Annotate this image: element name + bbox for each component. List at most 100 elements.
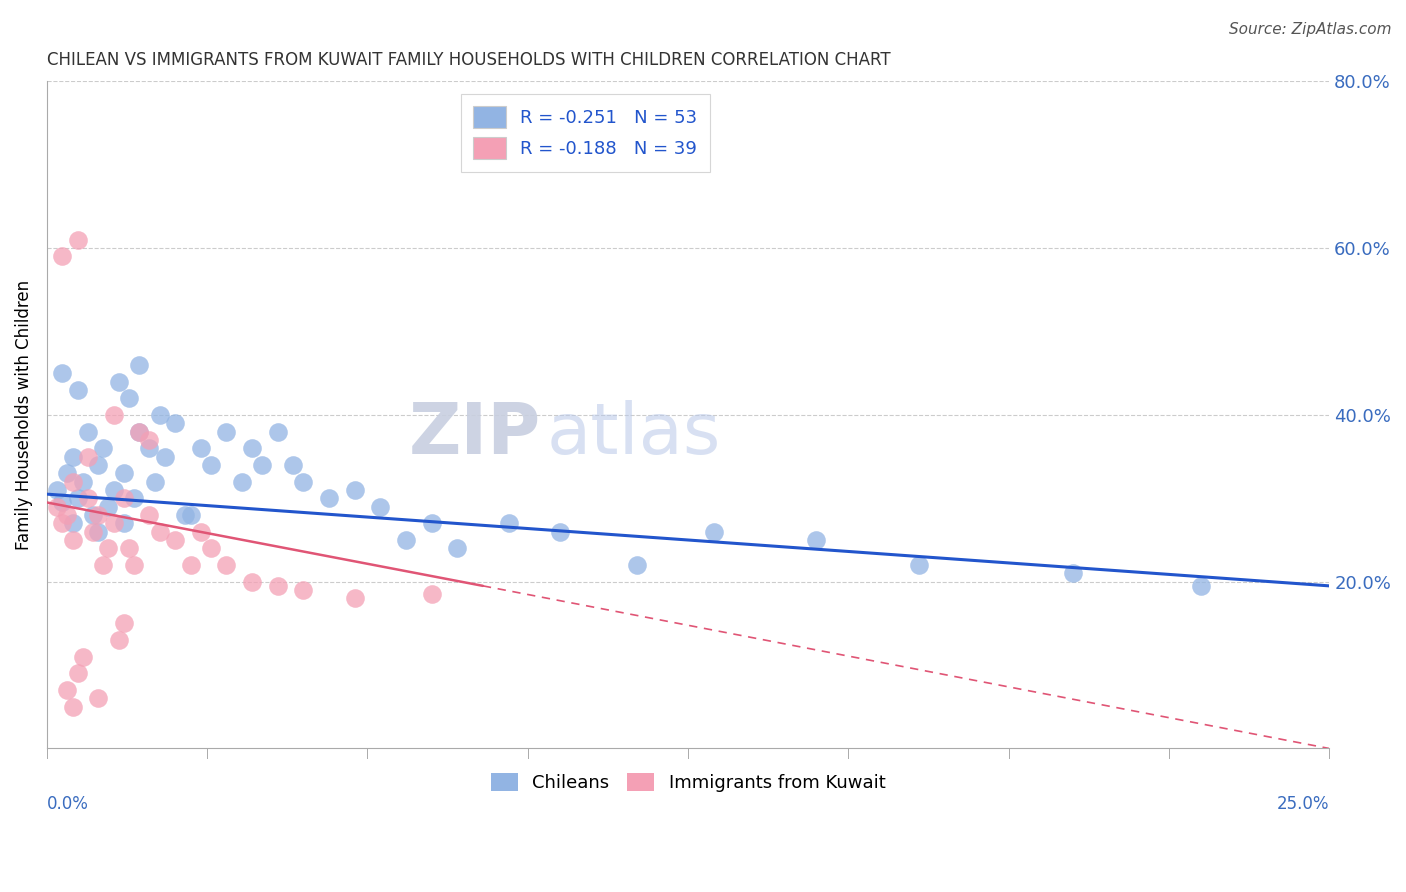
Point xyxy=(498,516,520,531)
Point xyxy=(51,495,73,509)
Point xyxy=(77,450,100,464)
Point xyxy=(56,508,79,522)
Point xyxy=(91,442,114,456)
Point xyxy=(200,458,222,472)
Point xyxy=(343,591,366,606)
Point xyxy=(420,587,443,601)
Point xyxy=(200,541,222,556)
Point xyxy=(806,533,828,547)
Point xyxy=(82,524,104,539)
Point xyxy=(66,666,89,681)
Point xyxy=(149,408,172,422)
Point xyxy=(118,391,141,405)
Point xyxy=(292,582,315,597)
Point xyxy=(626,558,648,572)
Point xyxy=(128,425,150,439)
Point xyxy=(138,433,160,447)
Point xyxy=(112,467,135,481)
Point xyxy=(128,425,150,439)
Point xyxy=(107,633,129,648)
Y-axis label: Family Households with Children: Family Households with Children xyxy=(15,280,32,550)
Point xyxy=(343,483,366,497)
Point xyxy=(103,516,125,531)
Point xyxy=(908,558,931,572)
Point xyxy=(66,383,89,397)
Point xyxy=(112,516,135,531)
Point xyxy=(112,616,135,631)
Point xyxy=(87,508,110,522)
Point xyxy=(180,508,202,522)
Point xyxy=(281,458,304,472)
Point xyxy=(190,524,212,539)
Point xyxy=(56,683,79,698)
Point xyxy=(112,491,135,506)
Point xyxy=(215,425,238,439)
Point xyxy=(87,691,110,706)
Text: Source: ZipAtlas.com: Source: ZipAtlas.com xyxy=(1229,22,1392,37)
Point xyxy=(103,408,125,422)
Point xyxy=(165,533,187,547)
Point xyxy=(231,475,253,489)
Text: 0.0%: 0.0% xyxy=(46,795,89,814)
Point xyxy=(143,475,166,489)
Point xyxy=(51,516,73,531)
Point xyxy=(87,458,110,472)
Point xyxy=(446,541,468,556)
Point xyxy=(420,516,443,531)
Point xyxy=(149,524,172,539)
Point xyxy=(395,533,418,547)
Point xyxy=(82,508,104,522)
Point xyxy=(190,442,212,456)
Text: ZIP: ZIP xyxy=(408,401,540,469)
Point xyxy=(51,366,73,380)
Text: atlas: atlas xyxy=(547,401,721,469)
Point xyxy=(87,524,110,539)
Point xyxy=(62,699,84,714)
Point xyxy=(118,541,141,556)
Point xyxy=(122,491,145,506)
Point xyxy=(66,491,89,506)
Point xyxy=(72,649,94,664)
Point xyxy=(240,442,263,456)
Point xyxy=(107,375,129,389)
Point xyxy=(62,516,84,531)
Point xyxy=(72,475,94,489)
Text: 25.0%: 25.0% xyxy=(1277,795,1329,814)
Point xyxy=(1062,566,1084,581)
Point xyxy=(1189,579,1212,593)
Point xyxy=(215,558,238,572)
Point xyxy=(46,483,69,497)
Legend: R = -0.251   N = 53, R = -0.188   N = 39: R = -0.251 N = 53, R = -0.188 N = 39 xyxy=(461,94,710,172)
Point xyxy=(368,500,391,514)
Point xyxy=(267,425,290,439)
Point xyxy=(703,524,725,539)
Point xyxy=(165,416,187,430)
Text: CHILEAN VS IMMIGRANTS FROM KUWAIT FAMILY HOUSEHOLDS WITH CHILDREN CORRELATION CH: CHILEAN VS IMMIGRANTS FROM KUWAIT FAMILY… xyxy=(46,51,890,69)
Point xyxy=(66,233,89,247)
Point xyxy=(122,558,145,572)
Point xyxy=(318,491,340,506)
Point xyxy=(138,508,160,522)
Point xyxy=(138,442,160,456)
Point xyxy=(153,450,176,464)
Point xyxy=(62,475,84,489)
Point xyxy=(103,483,125,497)
Point xyxy=(51,250,73,264)
Point xyxy=(180,558,202,572)
Point xyxy=(97,541,120,556)
Point xyxy=(77,491,100,506)
Point xyxy=(548,524,571,539)
Point xyxy=(128,358,150,372)
Point xyxy=(252,458,274,472)
Point xyxy=(77,425,100,439)
Point xyxy=(97,500,120,514)
Point xyxy=(292,475,315,489)
Point xyxy=(62,450,84,464)
Point xyxy=(240,574,263,589)
Point xyxy=(174,508,197,522)
Point xyxy=(62,533,84,547)
Point xyxy=(56,467,79,481)
Point xyxy=(267,579,290,593)
Point xyxy=(91,558,114,572)
Point xyxy=(46,500,69,514)
